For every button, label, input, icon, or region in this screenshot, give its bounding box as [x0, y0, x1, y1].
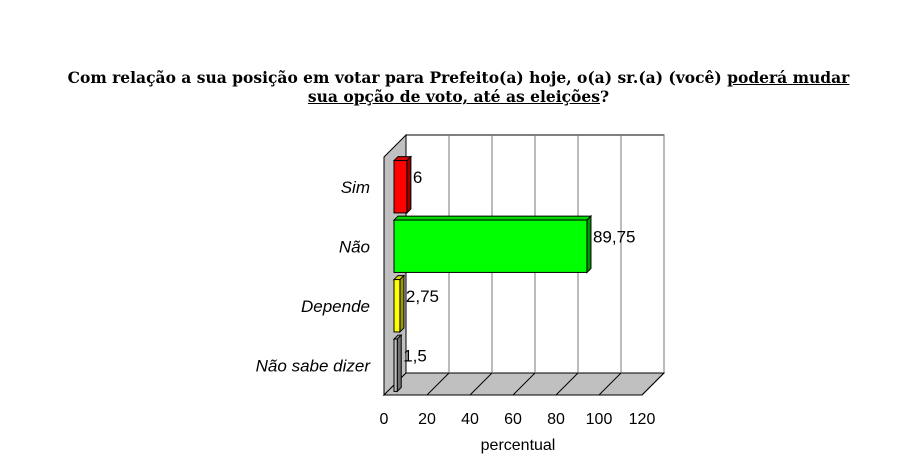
title-part-2: poderá mudar	[727, 68, 850, 87]
category-label-1: Não	[339, 237, 370, 256]
data-label-3: 1,5	[403, 346, 427, 365]
bar-3	[393, 338, 398, 392]
bar-0	[393, 160, 408, 214]
chart-title: Com relação a sua posição em votar para …	[0, 68, 917, 106]
floor-gridline	[598, 372, 622, 396]
data-label-2: 2,75	[406, 287, 439, 306]
title-part-1: Com relação a sua posição em votar para …	[67, 68, 728, 87]
data-label-0: 6	[413, 168, 422, 187]
x-tick-label-0: 0	[380, 411, 389, 428]
x-tick-label-4: 80	[547, 411, 565, 428]
category-label-0: Sim	[341, 178, 370, 197]
floor-gridline	[469, 372, 493, 396]
floor-gridline	[555, 372, 579, 396]
category-label-3: Não sabe dizer	[256, 356, 372, 375]
data-label-1: 89,75	[593, 227, 636, 246]
bar-1	[393, 219, 588, 273]
floor-gridline	[426, 372, 450, 396]
floor-gridline	[512, 372, 536, 396]
category-label-2: Depende	[301, 297, 370, 316]
x-tick-label-3: 60	[504, 411, 522, 428]
bar-top-1	[392, 215, 593, 221]
bar-2	[393, 279, 401, 333]
bar-side-2	[399, 274, 405, 334]
title-part-4: ?	[599, 87, 610, 106]
x-tick-label-1: 20	[418, 411, 436, 428]
x-tick-label-6: 120	[629, 411, 656, 428]
x-tick-label-5: 100	[586, 411, 613, 428]
floor-gridline	[641, 372, 665, 396]
bar-side-0	[406, 155, 412, 215]
bar-side-1	[586, 214, 592, 274]
title-part-3: sua opção de voto, até as eleições	[307, 87, 600, 106]
x-axis-label: percentual	[481, 437, 556, 454]
bar-side-3	[396, 333, 402, 393]
x-tick-label-2: 40	[461, 411, 479, 428]
